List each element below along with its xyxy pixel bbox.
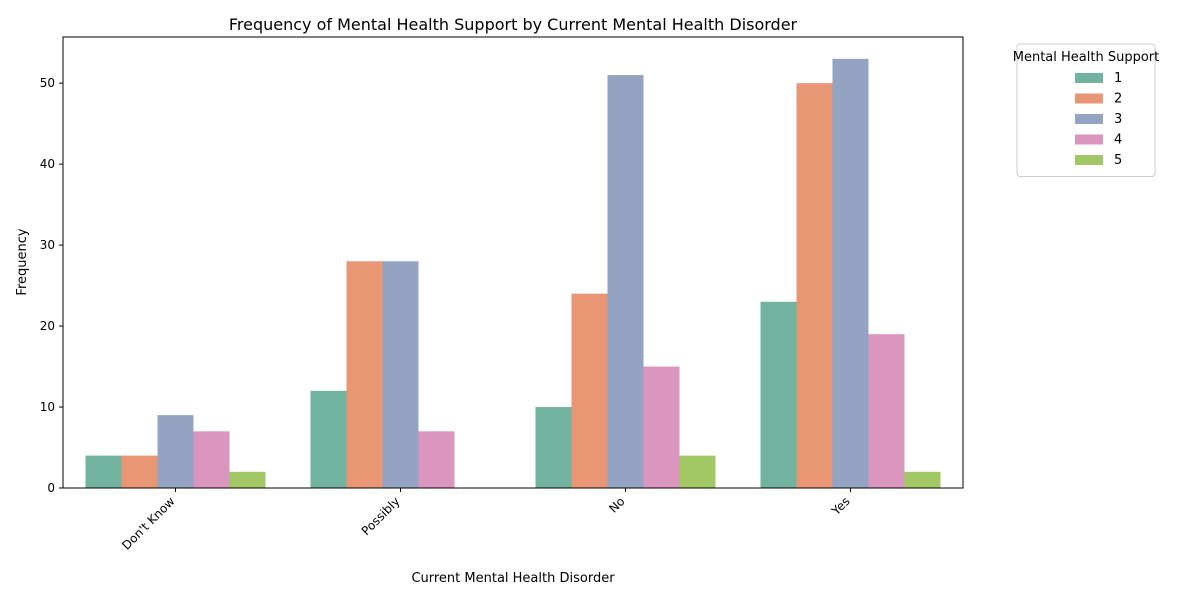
- bar-0-series-1: [85, 455, 122, 488]
- bar-1-series-1: [310, 390, 347, 488]
- bar-2-series-5: [679, 455, 716, 488]
- bar-2-series-3: [607, 75, 644, 488]
- x-tick-label: Don't Know: [119, 494, 178, 553]
- plot-frame: [62, 36, 964, 489]
- legend-label-3: 3: [1114, 112, 1122, 127]
- legend-swatch-4: [1075, 134, 1103, 145]
- y-axis-label: Frequency: [15, 228, 30, 295]
- bar-0-series-4: [193, 431, 230, 488]
- bars-group: [85, 58, 941, 489]
- bar-1-series-4: [418, 431, 455, 488]
- chart-title: Frequency of Mental Health Support by Cu…: [229, 15, 798, 34]
- legend-swatch-1: [1075, 73, 1103, 83]
- x-tick-label: No: [606, 494, 627, 515]
- legend-swatch-2: [1075, 93, 1103, 104]
- x-tick-label: Yes: [828, 494, 852, 518]
- legend-swatch-3: [1075, 114, 1103, 124]
- legend-label-1: 1: [1114, 71, 1122, 86]
- bar-1-series-3: [382, 261, 419, 488]
- x-axis-label: Current Mental Health Disorder: [411, 571, 615, 586]
- bar-3-series-4: [868, 334, 905, 488]
- y-axis-ticks: 0 10 20 30 40 50: [40, 76, 63, 495]
- legend-label-5: 5: [1114, 153, 1122, 168]
- bar-3-series-5: [904, 471, 941, 488]
- x-tick-label: Possibly: [359, 494, 403, 538]
- bar-2-series-2: [571, 293, 608, 488]
- y-tick-label: 30: [40, 238, 55, 252]
- bar-0-series-5: [229, 471, 266, 488]
- y-tick-label: 0: [47, 481, 55, 495]
- legend-label-4: 4: [1114, 133, 1122, 148]
- legend-box: [1016, 43, 1156, 177]
- bar-2-series-4: [643, 366, 680, 488]
- y-tick-label: 10: [40, 400, 55, 414]
- bar-0-series-2: [121, 455, 158, 488]
- legend: Mental Health Support 1 2 3 4 5: [1013, 43, 1159, 177]
- legend-label-2: 2: [1114, 92, 1122, 107]
- bar-3-series-2: [796, 83, 833, 489]
- x-axis-ticks: Don't Know Possibly No Yes: [119, 488, 853, 553]
- bar-1-series-2: [346, 261, 383, 488]
- y-tick-label: 20: [40, 319, 55, 333]
- bar-2-series-1: [535, 407, 572, 488]
- bar-0-series-3: [157, 415, 194, 488]
- bar-3-series-3: [832, 58, 869, 489]
- y-tick-label: 50: [40, 76, 55, 90]
- bar-3-series-1: [760, 301, 797, 488]
- legend-title: Mental Health Support: [1013, 50, 1159, 65]
- legend-swatch-5: [1075, 155, 1103, 165]
- y-tick-label: 40: [40, 157, 55, 171]
